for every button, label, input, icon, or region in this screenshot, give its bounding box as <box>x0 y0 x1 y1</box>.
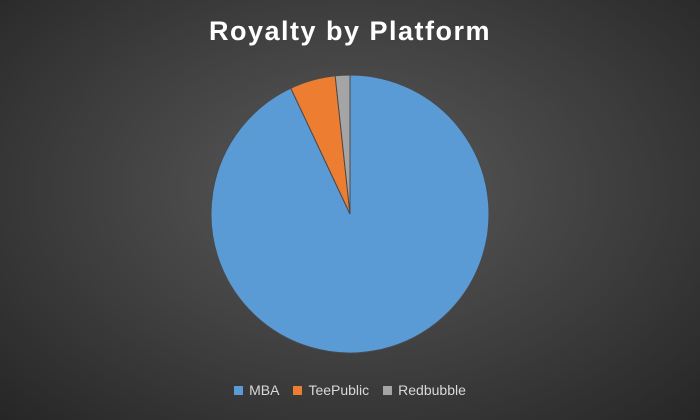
legend-item-redbubble: Redbubble <box>383 382 466 398</box>
legend: MBA TeePublic Redbubble <box>0 382 700 398</box>
legend-label-teepublic: TeePublic <box>308 382 370 398</box>
legend-swatch-redbubble <box>383 385 393 395</box>
legend-label-redbubble: Redbubble <box>398 382 466 398</box>
legend-swatch-mba <box>234 385 244 395</box>
legend-item-teepublic: TeePublic <box>293 382 369 398</box>
pie-slice-redbubble <box>334 74 351 215</box>
chart-title: Royalty by Platform <box>208 16 492 46</box>
legend-item-mba: MBA <box>234 382 279 398</box>
legend-label-mba: MBA <box>249 382 280 398</box>
legend-swatch-teepublic <box>293 385 303 395</box>
